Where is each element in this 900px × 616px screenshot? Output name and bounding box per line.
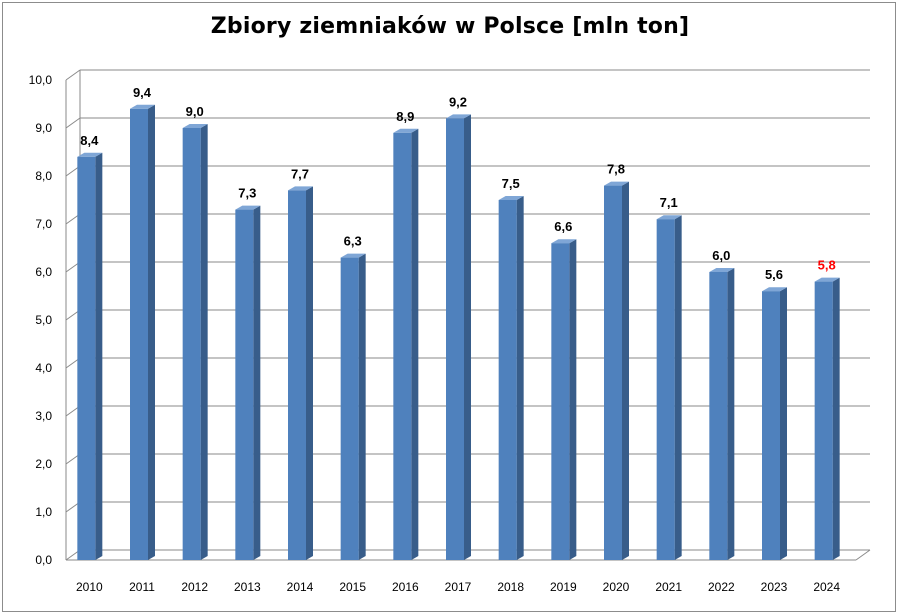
chart-title: Zbiory ziemniaków w Polsce [mln ton]	[210, 14, 690, 39]
y-tick-label: 0,0	[35, 553, 52, 567]
bar-2014	[288, 190, 306, 560]
x-tick-label-2020: 2020	[603, 580, 630, 594]
bar-side-2012	[200, 124, 208, 560]
y-tick-label: 1,0	[35, 505, 52, 519]
data-label-2022: 6,0	[712, 248, 730, 263]
data-label-2019: 6,6	[554, 219, 572, 234]
bar-2024	[814, 281, 833, 560]
bar-side-2015	[358, 253, 366, 560]
bar-2012	[182, 128, 201, 560]
bar-2016	[393, 132, 412, 561]
bar-top-2010	[77, 152, 103, 157]
bar-side-2014	[306, 186, 313, 560]
y-tick-label: 4,0	[35, 361, 52, 375]
x-tick-label-2016: 2016	[392, 580, 419, 594]
bar-side-2022	[727, 268, 735, 560]
x-tick-label-2017: 2017	[445, 580, 472, 594]
gridline-depth	[65, 69, 81, 81]
x-tick-label-2011: 2011	[129, 580, 155, 594]
y-axis: 0,0 1,0 2,0 3,0 4,0 5,0 6,0 7,0 8,0 9,0 10,0	[29, 73, 53, 567]
bar-top-2017	[446, 114, 471, 119]
data-label-2020: 7,8	[607, 162, 625, 177]
data-label-2018: 7,5	[502, 176, 520, 191]
x-tick-label-2015: 2015	[339, 580, 366, 594]
bar-top-2019	[551, 239, 577, 244]
bar-2020	[604, 185, 622, 560]
bar-side-2016	[411, 128, 419, 561]
bar-top-2012	[182, 124, 208, 128]
y-tick-label: 2,0	[35, 457, 52, 471]
bar-side-2023	[780, 287, 787, 560]
data-label-2016: 8,9	[396, 109, 414, 124]
bar-top-2020	[604, 181, 629, 186]
data-label-2023: 5,6	[765, 267, 783, 282]
data-label-2013: 7,3	[238, 186, 256, 201]
data-label-2010: 8,4	[80, 133, 99, 148]
bar-side-2020	[622, 181, 629, 560]
y-tick-label: 3,0	[35, 409, 52, 423]
x-tick-label-2023: 2023	[761, 580, 788, 594]
bar-2015	[340, 257, 359, 560]
y-tick-label: 7,0	[35, 217, 52, 231]
x-tick-label-2022: 2022	[708, 580, 735, 594]
x-tick-label-2024: 2024	[813, 580, 840, 594]
bar-side-2019	[569, 239, 577, 560]
bar-2022	[709, 272, 728, 560]
bar-2010	[77, 156, 96, 561]
x-axis: 2010 2011 2012 2013 2014 2015 2016 2017 2018 2019…	[76, 580, 840, 594]
x-tick-label-2014: 2014	[287, 580, 314, 594]
data-label-2014: 7,7	[291, 166, 309, 181]
y-tick-label: 8,0	[35, 169, 52, 183]
bar-top-2016	[393, 128, 419, 133]
bar-top-2018	[498, 196, 524, 200]
x-tick-label-2010: 2010	[76, 580, 103, 594]
bar-side-2017	[464, 114, 471, 561]
bar-2023	[762, 291, 780, 560]
bar-2021	[656, 219, 675, 560]
y-tick-label: 6,0	[35, 265, 52, 279]
data-label-2012: 9,0	[186, 104, 204, 119]
bar-side-2011	[148, 104, 155, 561]
bar-top-2013	[235, 205, 261, 210]
bar-top-2014	[288, 186, 313, 191]
bar-top-2023	[762, 287, 787, 292]
bar-2013	[235, 209, 254, 560]
data-label-2017: 9,2	[449, 94, 467, 109]
bar-side-2021	[674, 215, 682, 560]
x-tick-label-2018: 2018	[497, 580, 524, 594]
bar-2018	[498, 200, 517, 560]
y-tick-label: 9,0	[35, 121, 52, 135]
bar-side-2013	[253, 205, 261, 560]
bar-top-2011	[130, 104, 155, 109]
bar-top-2024	[814, 277, 840, 282]
bar-top-2021	[656, 215, 682, 220]
bars-layer	[77, 104, 840, 561]
data-label-2024: 5,8	[818, 258, 836, 273]
bar-2019	[551, 243, 570, 560]
floor-right-edge	[855, 549, 871, 561]
x-tick-label-2021: 2021	[655, 580, 682, 594]
x-tick-label-2012: 2012	[181, 580, 208, 594]
x-tick-label-2019: 2019	[550, 580, 577, 594]
bar-side-2024	[832, 277, 840, 560]
data-label-2011: 9,4	[133, 85, 152, 100]
bar-side-2018	[516, 196, 524, 560]
y-tick-label: 5,0	[35, 313, 52, 327]
data-labels-layer: 8,4 9,4 9,0 7,3 7,7 6,3 8,9 9,2 7,5 6,6 7,8 7,1 6,0 5…	[80, 85, 835, 282]
bar-side-2010	[95, 152, 103, 561]
data-label-2021: 7,1	[660, 195, 678, 210]
bar-top-2015	[340, 253, 366, 258]
x-tick-label-2013: 2013	[234, 580, 261, 594]
gridline-depth	[65, 117, 81, 129]
data-label-2015: 6,3	[344, 234, 362, 249]
bar-2011	[130, 108, 148, 561]
bar-2017	[446, 118, 464, 561]
y-tick-label: 10,0	[29, 73, 53, 87]
bar-top-2022	[709, 268, 735, 272]
